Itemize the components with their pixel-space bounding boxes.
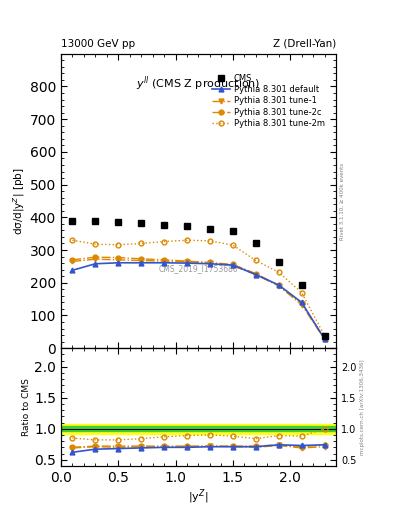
Pythia 8.301 default — [185, 260, 189, 266]
Pythia 8.301 default — [230, 262, 235, 268]
Pythia 8.301 default — [93, 261, 97, 267]
Pythia 8.301 tune-2m — [208, 238, 212, 244]
Y-axis label: mcplots.cern.ch [arXiv:1306.3436]: mcplots.cern.ch [arXiv:1306.3436] — [360, 359, 365, 455]
Line: Pythia 8.301 tune-1: Pythia 8.301 tune-1 — [70, 257, 327, 342]
Pythia 8.301 tune-2c — [253, 270, 258, 276]
Text: CMS_2019_I1753680: CMS_2019_I1753680 — [159, 264, 238, 273]
Pythia 8.301 tune-1 — [276, 283, 281, 289]
Pythia 8.301 tune-2m — [116, 242, 121, 248]
Pythia 8.301 tune-2c — [276, 282, 281, 288]
Pythia 8.301 tune-2m — [139, 241, 143, 247]
CMS — [116, 219, 121, 225]
Pythia 8.301 tune-1 — [230, 263, 235, 269]
Pythia 8.301 tune-2m — [253, 258, 258, 264]
Pythia 8.301 default — [322, 336, 327, 342]
Pythia 8.301 tune-2m — [230, 242, 235, 248]
Pythia 8.301 default — [70, 267, 75, 273]
Y-axis label: dσ/d|y$^Z$| [pb]: dσ/d|y$^Z$| [pb] — [11, 167, 27, 234]
Pythia 8.301 tune-1 — [162, 258, 167, 264]
Pythia 8.301 tune-2c — [162, 257, 167, 263]
CMS — [299, 282, 304, 288]
Pythia 8.301 tune-2c — [93, 254, 97, 260]
Pythia 8.301 tune-1 — [116, 257, 121, 263]
Pythia 8.301 tune-2m — [322, 333, 327, 339]
Pythia 8.301 tune-1 — [208, 260, 212, 266]
CMS — [185, 223, 189, 229]
Line: Pythia 8.301 tune-2m: Pythia 8.301 tune-2m — [70, 238, 327, 338]
Bar — [61, 426, 336, 431]
CMS — [253, 241, 258, 247]
CMS — [276, 260, 281, 266]
Bar — [61, 424, 336, 434]
CMS — [93, 218, 97, 224]
Pythia 8.301 default — [276, 282, 281, 288]
Pythia 8.301 tune-1 — [139, 258, 143, 264]
CMS — [322, 333, 327, 339]
Text: 13000 GeV pp: 13000 GeV pp — [61, 38, 135, 49]
Line: Pythia 8.301 tune-2c: Pythia 8.301 tune-2c — [70, 255, 327, 342]
Pythia 8.301 tune-1 — [322, 336, 327, 343]
Pythia 8.301 tune-1 — [185, 259, 189, 265]
CMS — [208, 226, 212, 232]
X-axis label: |y$^Z$|: |y$^Z$| — [188, 487, 209, 506]
Pythia 8.301 tune-2c — [230, 261, 235, 267]
Pythia 8.301 tune-2m — [276, 269, 281, 275]
Line: Pythia 8.301 default: Pythia 8.301 default — [70, 261, 327, 342]
Y-axis label: Ratio to CMS: Ratio to CMS — [22, 378, 31, 436]
Pythia 8.301 default — [116, 260, 121, 266]
Pythia 8.301 default — [299, 300, 304, 306]
Line: CMS: CMS — [69, 218, 328, 339]
Pythia 8.301 tune-1 — [93, 256, 97, 262]
Pythia 8.301 default — [139, 260, 143, 266]
Pythia 8.301 default — [208, 261, 212, 267]
Pythia 8.301 default — [253, 271, 258, 278]
Text: $y^{ll}$ (CMS Z production): $y^{ll}$ (CMS Z production) — [136, 74, 261, 93]
Pythia 8.301 tune-2m — [70, 237, 75, 243]
Pythia 8.301 tune-1 — [253, 271, 258, 278]
Pythia 8.301 tune-2m — [162, 239, 167, 245]
Pythia 8.301 tune-2c — [185, 258, 189, 264]
Pythia 8.301 tune-2c — [322, 336, 327, 342]
Y-axis label: Rivet 3.1.10, ≥ 400k events: Rivet 3.1.10, ≥ 400k events — [340, 162, 345, 240]
Text: Z (Drell-Yan): Z (Drell-Yan) — [273, 38, 336, 49]
CMS — [139, 220, 143, 226]
Pythia 8.301 tune-2c — [139, 256, 143, 262]
Pythia 8.301 tune-2m — [93, 241, 97, 247]
CMS — [230, 228, 235, 234]
Legend: CMS, Pythia 8.301 default, Pythia 8.301 tune-1, Pythia 8.301 tune-2c, Pythia 8.3: CMS, Pythia 8.301 default, Pythia 8.301 … — [209, 71, 328, 131]
Pythia 8.301 tune-1 — [70, 259, 75, 265]
CMS — [70, 218, 75, 224]
Pythia 8.301 tune-2c — [208, 260, 212, 266]
Pythia 8.301 tune-2c — [299, 300, 304, 306]
Pythia 8.301 default — [162, 260, 167, 266]
CMS — [162, 222, 167, 228]
Pythia 8.301 tune-2m — [185, 237, 189, 243]
Pythia 8.301 tune-2c — [70, 257, 75, 263]
Pythia 8.301 tune-2c — [116, 254, 121, 261]
Pythia 8.301 tune-1 — [299, 302, 304, 308]
Pythia 8.301 tune-2m — [299, 289, 304, 295]
